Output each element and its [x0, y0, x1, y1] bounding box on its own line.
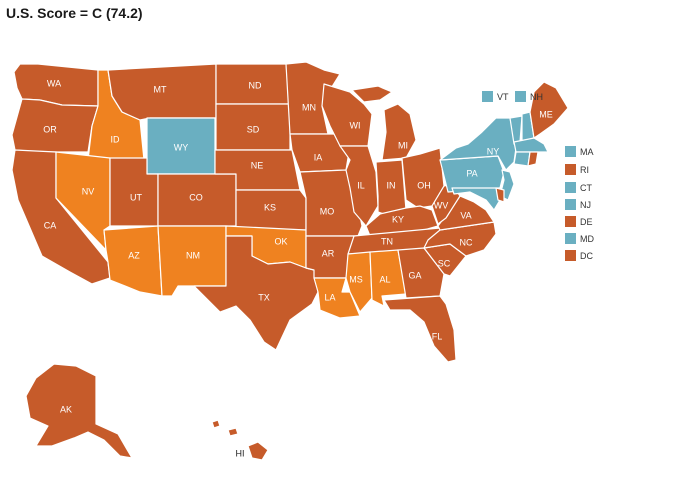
callout-MD[interactable]: MD: [565, 233, 594, 244]
label-NY: NY: [487, 146, 500, 156]
callout-swatch: [565, 182, 576, 193]
label-SD: SD: [247, 124, 260, 134]
state-LA[interactable]: [313, 277, 361, 319]
label-MO: MO: [320, 206, 335, 216]
callout-label: NH: [530, 91, 543, 102]
state-FL[interactable]: [383, 295, 457, 363]
label-ME: ME: [539, 109, 553, 119]
callout-swatch: [565, 164, 576, 175]
state-WV[interactable]: [431, 183, 461, 225]
label-MI: MI: [398, 140, 408, 150]
label-CA: CA: [44, 220, 57, 230]
label-LA: LA: [324, 292, 335, 302]
state-TX[interactable]: [193, 235, 319, 351]
label-WY: WY: [174, 142, 189, 152]
callout-swatch: [565, 250, 576, 261]
label-WV: WV: [434, 200, 449, 210]
callout-MA[interactable]: MA: [565, 146, 594, 157]
label-KS: KS: [264, 202, 276, 212]
label-KY: KY: [392, 214, 404, 224]
label-CO: CO: [189, 192, 203, 202]
callout-RI[interactable]: RI: [565, 164, 589, 175]
label-FL: FL: [432, 331, 443, 341]
state-AZ[interactable]: [103, 225, 163, 297]
state-GA[interactable]: [397, 247, 445, 299]
label-NV: NV: [82, 186, 95, 196]
label-AL: AL: [379, 274, 390, 284]
callout-label: VT: [497, 91, 509, 102]
callout-swatch: [565, 146, 576, 157]
label-UT: UT: [130, 192, 142, 202]
label-MN: MN: [302, 102, 316, 112]
callout-DE[interactable]: DE: [565, 216, 593, 227]
callout-swatch: [565, 216, 576, 227]
callout-VT[interactable]: VT: [482, 91, 509, 102]
label-OR: OR: [43, 124, 57, 134]
callout-NH[interactable]: NH: [515, 91, 543, 102]
label-WA: WA: [47, 78, 61, 88]
label-OH: OH: [417, 180, 431, 190]
callout-label: CT: [580, 182, 592, 193]
callout-label: DE: [580, 216, 593, 227]
callout-label: MD: [580, 233, 594, 244]
page-title: U.S. Score = C (74.2): [6, 5, 143, 21]
callout-CT[interactable]: CT: [565, 182, 592, 193]
label-VA: VA: [460, 210, 471, 220]
state-CT[interactable]: [513, 151, 531, 167]
state-HI[interactable]: [211, 419, 269, 461]
callout-label: DC: [580, 250, 593, 261]
label-WI: WI: [350, 120, 361, 130]
label-IN: IN: [387, 180, 396, 190]
label-OK: OK: [274, 236, 287, 246]
state-RI[interactable]: [527, 151, 539, 167]
callout-label: MA: [580, 146, 594, 157]
label-TX: TX: [258, 292, 270, 302]
label-SC: SC: [438, 258, 451, 268]
state-labels: WA OR CA ID NV MT WY UT AZ CO NM ND SD N…: [43, 78, 553, 458]
state-AK[interactable]: [25, 363, 133, 459]
callout-swatch: [515, 91, 526, 102]
label-MT: MT: [154, 84, 167, 94]
label-PA: PA: [466, 168, 477, 178]
state-DE[interactable]: [495, 187, 505, 203]
label-HI: HI: [236, 448, 245, 458]
label-AK: AK: [60, 404, 72, 414]
callout-swatch: [565, 233, 576, 244]
label-NC: NC: [460, 237, 473, 247]
label-TN: TN: [381, 236, 393, 246]
state-NC[interactable]: [423, 221, 497, 257]
callout-swatch: [482, 91, 493, 102]
label-GA: GA: [408, 270, 421, 280]
label-AR: AR: [322, 248, 335, 258]
callout-NJ[interactable]: NJ: [565, 199, 591, 210]
callout-label: RI: [580, 164, 589, 175]
state-ME[interactable]: [529, 81, 569, 139]
label-ND: ND: [249, 80, 262, 90]
label-IL: IL: [357, 180, 365, 190]
callout-label: NJ: [580, 199, 591, 210]
callout-DC[interactable]: DC: [565, 250, 593, 261]
label-AZ: AZ: [128, 250, 140, 260]
label-NE: NE: [251, 160, 264, 170]
state-IL[interactable]: [339, 145, 379, 227]
label-ID: ID: [111, 134, 121, 144]
state-MI[interactable]: [351, 85, 417, 161]
label-IA: IA: [314, 152, 323, 162]
label-MS: MS: [349, 274, 363, 284]
label-NM: NM: [186, 250, 200, 260]
callout-swatch: [565, 199, 576, 210]
